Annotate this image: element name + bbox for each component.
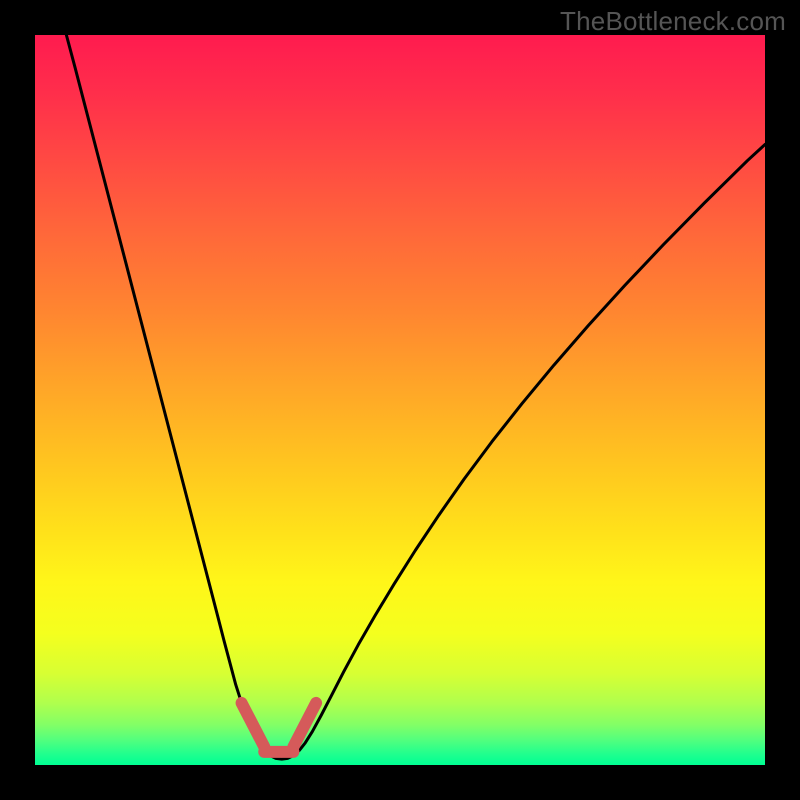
gradient-background <box>35 35 765 765</box>
watermark-text: TheBottleneck.com <box>560 6 786 37</box>
bottleneck-curve-chart <box>0 0 800 800</box>
